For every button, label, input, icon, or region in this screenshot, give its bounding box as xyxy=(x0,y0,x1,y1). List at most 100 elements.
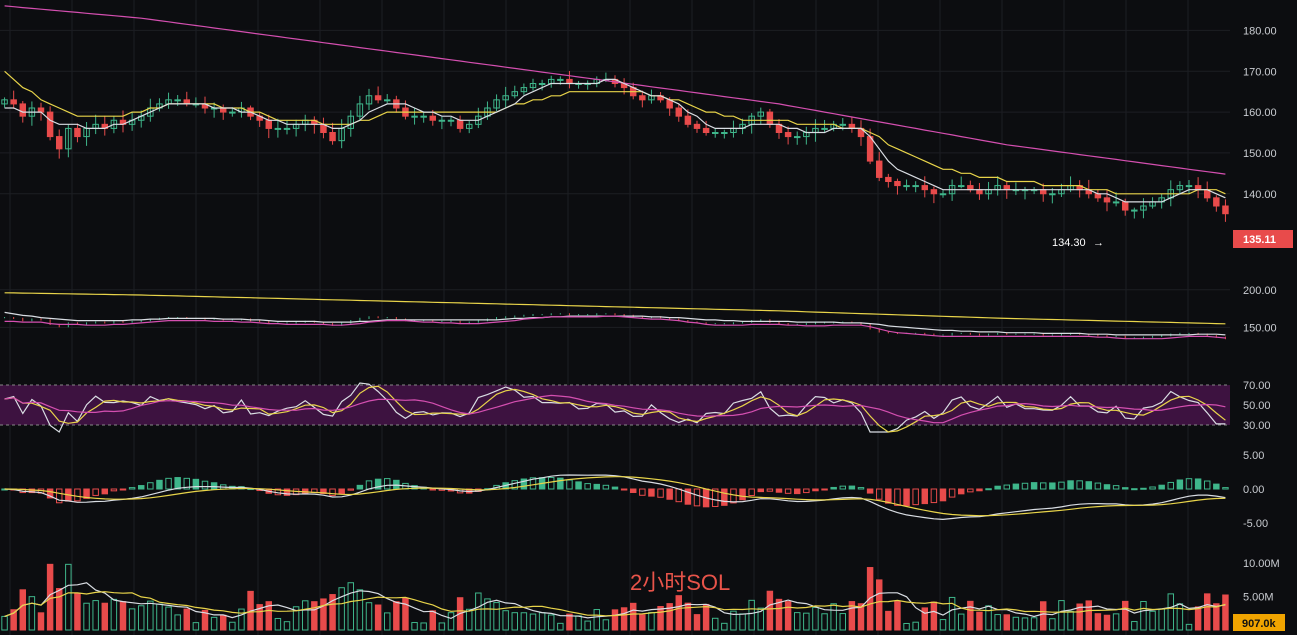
candle-body xyxy=(1112,201,1120,204)
volume-bar xyxy=(274,617,282,631)
macd-histogram-bar xyxy=(338,488,345,495)
macd-histogram-bar xyxy=(611,486,619,490)
volume-bar xyxy=(292,606,300,631)
macd-histogram-bar xyxy=(192,478,200,490)
volume-bar xyxy=(1213,603,1220,631)
volume-bar xyxy=(92,600,99,631)
macd-histogram-bar xyxy=(1121,487,1129,490)
macd-histogram-bar xyxy=(1140,487,1147,490)
macd-histogram-bar xyxy=(55,488,63,504)
candle-body xyxy=(1185,185,1193,188)
volume-bar xyxy=(19,589,27,631)
volume-bar xyxy=(10,609,17,631)
candle-body xyxy=(429,115,437,121)
macd-histogram-bar xyxy=(46,488,54,499)
volume-bar xyxy=(839,613,847,631)
macd-histogram-bar xyxy=(1167,481,1175,490)
volume-bar xyxy=(137,605,145,631)
volume-bar xyxy=(183,608,191,631)
price-tick-label: 180.00 xyxy=(1243,25,1277,37)
candle-body xyxy=(374,95,382,101)
volume-bar xyxy=(201,609,209,631)
volume-bar xyxy=(256,604,263,631)
volume-bar xyxy=(1021,617,1029,631)
macd-histogram-bar xyxy=(28,488,36,494)
macd-histogram-bar xyxy=(784,488,792,494)
volume-bar xyxy=(666,603,673,631)
macd-histogram-bar xyxy=(1058,481,1065,490)
macd-histogram-bar xyxy=(839,485,847,490)
volume-bar xyxy=(128,608,136,631)
candle-body xyxy=(1,99,8,105)
macd-histogram-bar xyxy=(1103,484,1111,490)
volume-bar xyxy=(374,604,382,631)
macd-histogram-bar xyxy=(967,488,974,493)
macd-histogram-bar xyxy=(1076,480,1083,490)
macd-histogram-bar xyxy=(748,488,755,497)
macd-histogram-bar xyxy=(1049,482,1056,490)
ma-mid-line xyxy=(4,70,1226,195)
volume-bar xyxy=(1030,617,1038,631)
candle-body xyxy=(520,87,528,93)
volume-bar xyxy=(475,592,482,631)
macd-histogram-bar xyxy=(183,477,191,490)
volume-bar xyxy=(957,613,965,631)
volume-bar xyxy=(629,602,637,631)
volume-bar xyxy=(921,607,929,631)
volume-bar xyxy=(1103,614,1111,631)
volume-bar xyxy=(65,563,72,631)
macd-histogram-bar xyxy=(648,488,655,497)
macd-histogram-bar xyxy=(520,478,528,490)
volume-bar xyxy=(465,608,473,631)
price-tick-label: 170.00 xyxy=(1243,66,1277,78)
macd-histogram-bar xyxy=(930,488,938,504)
chart-series xyxy=(1,5,1229,631)
volume-bar xyxy=(994,614,1001,631)
candle-body xyxy=(1176,185,1184,191)
macd-histogram-bar xyxy=(666,488,673,500)
macd-histogram-bar xyxy=(83,488,90,499)
macd-histogram-bar xyxy=(1021,482,1029,490)
macd-line xyxy=(4,474,1226,521)
volume-bar xyxy=(119,601,127,631)
macd-histogram-bar xyxy=(894,488,901,506)
volume-bar xyxy=(1076,603,1083,631)
candle-body xyxy=(967,185,974,191)
candle-body xyxy=(711,132,719,134)
volume-bar xyxy=(55,588,63,631)
macd-histogram-bar xyxy=(921,488,929,505)
volume-bar xyxy=(511,612,519,631)
macd-histogram-bar xyxy=(1222,487,1229,490)
volume-bar xyxy=(976,611,983,631)
candle-body xyxy=(784,132,792,138)
macd-histogram-bar xyxy=(547,477,555,490)
candle-body xyxy=(447,119,455,122)
volume-bar xyxy=(238,608,245,631)
macd-histogram-bar xyxy=(957,488,965,495)
overview-tick-label: 150.00 xyxy=(1243,322,1277,334)
candle-body xyxy=(957,185,965,188)
macd-histogram-bar xyxy=(912,488,919,506)
rsi-signal-line xyxy=(4,385,1226,433)
macd-histogram-bar xyxy=(657,488,664,498)
volume-bar xyxy=(1131,621,1138,631)
candle-body xyxy=(839,123,847,126)
volume-bar xyxy=(620,607,628,631)
macd-histogram-bar xyxy=(575,481,582,490)
volume-bar xyxy=(1094,613,1102,631)
macd-histogram-bar xyxy=(875,488,883,500)
volume-bar xyxy=(748,599,755,631)
macd-histogram-bar xyxy=(948,488,956,498)
volume-bar xyxy=(347,582,355,631)
volume-bar xyxy=(28,596,36,631)
candle-body xyxy=(912,185,919,188)
volume-bar xyxy=(547,614,555,631)
volume-bar xyxy=(1121,600,1129,631)
volume-bar xyxy=(1067,610,1074,631)
volume-tag: 907.0k xyxy=(1233,614,1285,631)
volume-bar xyxy=(657,605,664,631)
current-price-tag-bg xyxy=(1233,230,1293,248)
macd-histogram-bar xyxy=(92,488,99,496)
macd-histogram-bar xyxy=(1176,479,1184,490)
